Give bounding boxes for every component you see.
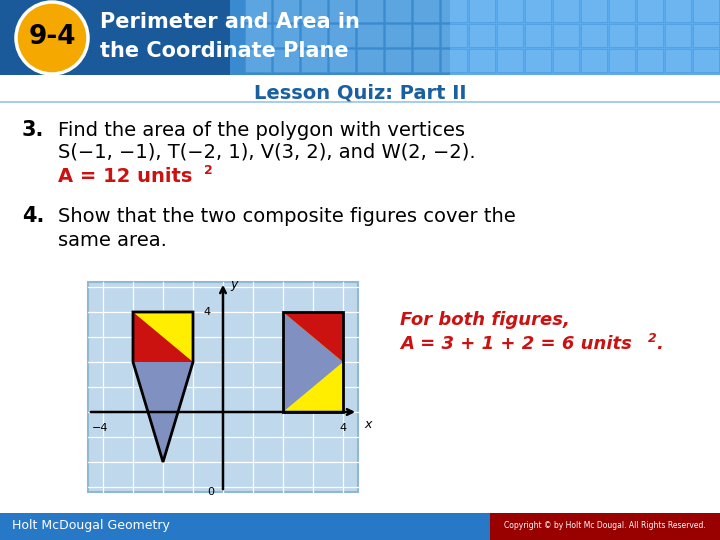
FancyBboxPatch shape: [413, 24, 439, 47]
FancyBboxPatch shape: [301, 49, 327, 72]
FancyBboxPatch shape: [637, 49, 663, 72]
FancyBboxPatch shape: [581, 49, 607, 72]
Text: 2: 2: [204, 164, 212, 177]
FancyBboxPatch shape: [329, 49, 355, 72]
Text: Holt McDougal Geometry: Holt McDougal Geometry: [12, 519, 170, 532]
Text: same area.: same area.: [58, 231, 167, 249]
FancyBboxPatch shape: [553, 0, 579, 22]
FancyBboxPatch shape: [525, 24, 551, 47]
FancyBboxPatch shape: [357, 24, 383, 47]
Polygon shape: [133, 312, 193, 362]
FancyBboxPatch shape: [357, 49, 383, 72]
FancyBboxPatch shape: [693, 49, 719, 72]
Polygon shape: [133, 312, 193, 362]
FancyBboxPatch shape: [329, 24, 355, 47]
Text: .: .: [656, 335, 663, 353]
Text: 2: 2: [648, 332, 657, 345]
FancyBboxPatch shape: [553, 49, 579, 72]
FancyBboxPatch shape: [490, 512, 720, 540]
FancyBboxPatch shape: [665, 0, 691, 22]
FancyBboxPatch shape: [385, 49, 411, 72]
Polygon shape: [283, 312, 343, 412]
FancyBboxPatch shape: [245, 0, 271, 22]
FancyBboxPatch shape: [497, 24, 523, 47]
FancyBboxPatch shape: [441, 49, 467, 72]
FancyBboxPatch shape: [0, 512, 720, 513]
Text: x: x: [364, 418, 372, 431]
FancyBboxPatch shape: [301, 0, 327, 22]
FancyBboxPatch shape: [245, 24, 271, 47]
FancyBboxPatch shape: [637, 0, 663, 22]
FancyBboxPatch shape: [693, 24, 719, 47]
FancyBboxPatch shape: [0, 512, 720, 540]
Text: y: y: [230, 278, 238, 291]
FancyBboxPatch shape: [441, 24, 467, 47]
Text: 4: 4: [204, 307, 211, 317]
Text: Copyright © by Holt Mc Dougal. All Rights Reserved.: Copyright © by Holt Mc Dougal. All Right…: [504, 522, 706, 530]
Text: Lesson Quiz: Part II: Lesson Quiz: Part II: [253, 84, 467, 103]
Text: Find the area of the polygon with vertices: Find the area of the polygon with vertic…: [58, 120, 465, 139]
FancyBboxPatch shape: [497, 49, 523, 72]
Text: Show that the two composite figures cover the: Show that the two composite figures cove…: [58, 206, 516, 226]
FancyBboxPatch shape: [525, 49, 551, 72]
FancyBboxPatch shape: [609, 49, 635, 72]
Text: the Coordinate Plane: the Coordinate Plane: [100, 41, 348, 61]
FancyBboxPatch shape: [637, 24, 663, 47]
Text: 3.: 3.: [22, 120, 45, 140]
Text: A = 12 units: A = 12 units: [58, 166, 192, 186]
FancyBboxPatch shape: [385, 24, 411, 47]
Polygon shape: [283, 312, 343, 412]
FancyBboxPatch shape: [0, 75, 720, 78]
Text: Perimeter and Area in: Perimeter and Area in: [100, 12, 360, 32]
FancyBboxPatch shape: [301, 24, 327, 47]
FancyBboxPatch shape: [230, 0, 720, 75]
FancyBboxPatch shape: [245, 49, 271, 72]
FancyBboxPatch shape: [273, 0, 299, 22]
FancyBboxPatch shape: [665, 49, 691, 72]
FancyBboxPatch shape: [385, 0, 411, 22]
Text: A = 3 + 1 + 2 = 6 units: A = 3 + 1 + 2 = 6 units: [400, 335, 632, 353]
FancyBboxPatch shape: [413, 49, 439, 72]
FancyBboxPatch shape: [581, 0, 607, 22]
FancyBboxPatch shape: [357, 0, 383, 22]
FancyBboxPatch shape: [553, 24, 579, 47]
Text: −4: −4: [91, 423, 108, 433]
Text: 4.: 4.: [22, 206, 45, 226]
Text: 4: 4: [339, 423, 346, 433]
FancyBboxPatch shape: [469, 49, 495, 72]
FancyBboxPatch shape: [469, 0, 495, 22]
FancyBboxPatch shape: [665, 24, 691, 47]
FancyBboxPatch shape: [497, 0, 523, 22]
FancyBboxPatch shape: [450, 0, 720, 75]
FancyBboxPatch shape: [413, 0, 439, 22]
Text: S(−1, −1), T(−2, 1), V(3, 2), and W(2, −2).: S(−1, −1), T(−2, 1), V(3, 2), and W(2, −…: [58, 143, 476, 161]
FancyBboxPatch shape: [0, 0, 720, 75]
FancyBboxPatch shape: [609, 24, 635, 47]
FancyBboxPatch shape: [581, 24, 607, 47]
FancyBboxPatch shape: [273, 24, 299, 47]
Text: 0: 0: [207, 487, 214, 497]
Polygon shape: [133, 362, 193, 462]
Polygon shape: [283, 312, 343, 362]
FancyBboxPatch shape: [273, 49, 299, 72]
FancyBboxPatch shape: [609, 0, 635, 22]
FancyBboxPatch shape: [329, 0, 355, 22]
FancyBboxPatch shape: [469, 24, 495, 47]
Circle shape: [16, 2, 88, 74]
FancyBboxPatch shape: [525, 0, 551, 22]
Text: For both figures,: For both figures,: [400, 311, 570, 329]
Text: 9-4: 9-4: [28, 24, 76, 50]
FancyBboxPatch shape: [0, 101, 720, 103]
FancyBboxPatch shape: [693, 0, 719, 22]
FancyBboxPatch shape: [441, 0, 467, 22]
FancyBboxPatch shape: [88, 282, 358, 492]
